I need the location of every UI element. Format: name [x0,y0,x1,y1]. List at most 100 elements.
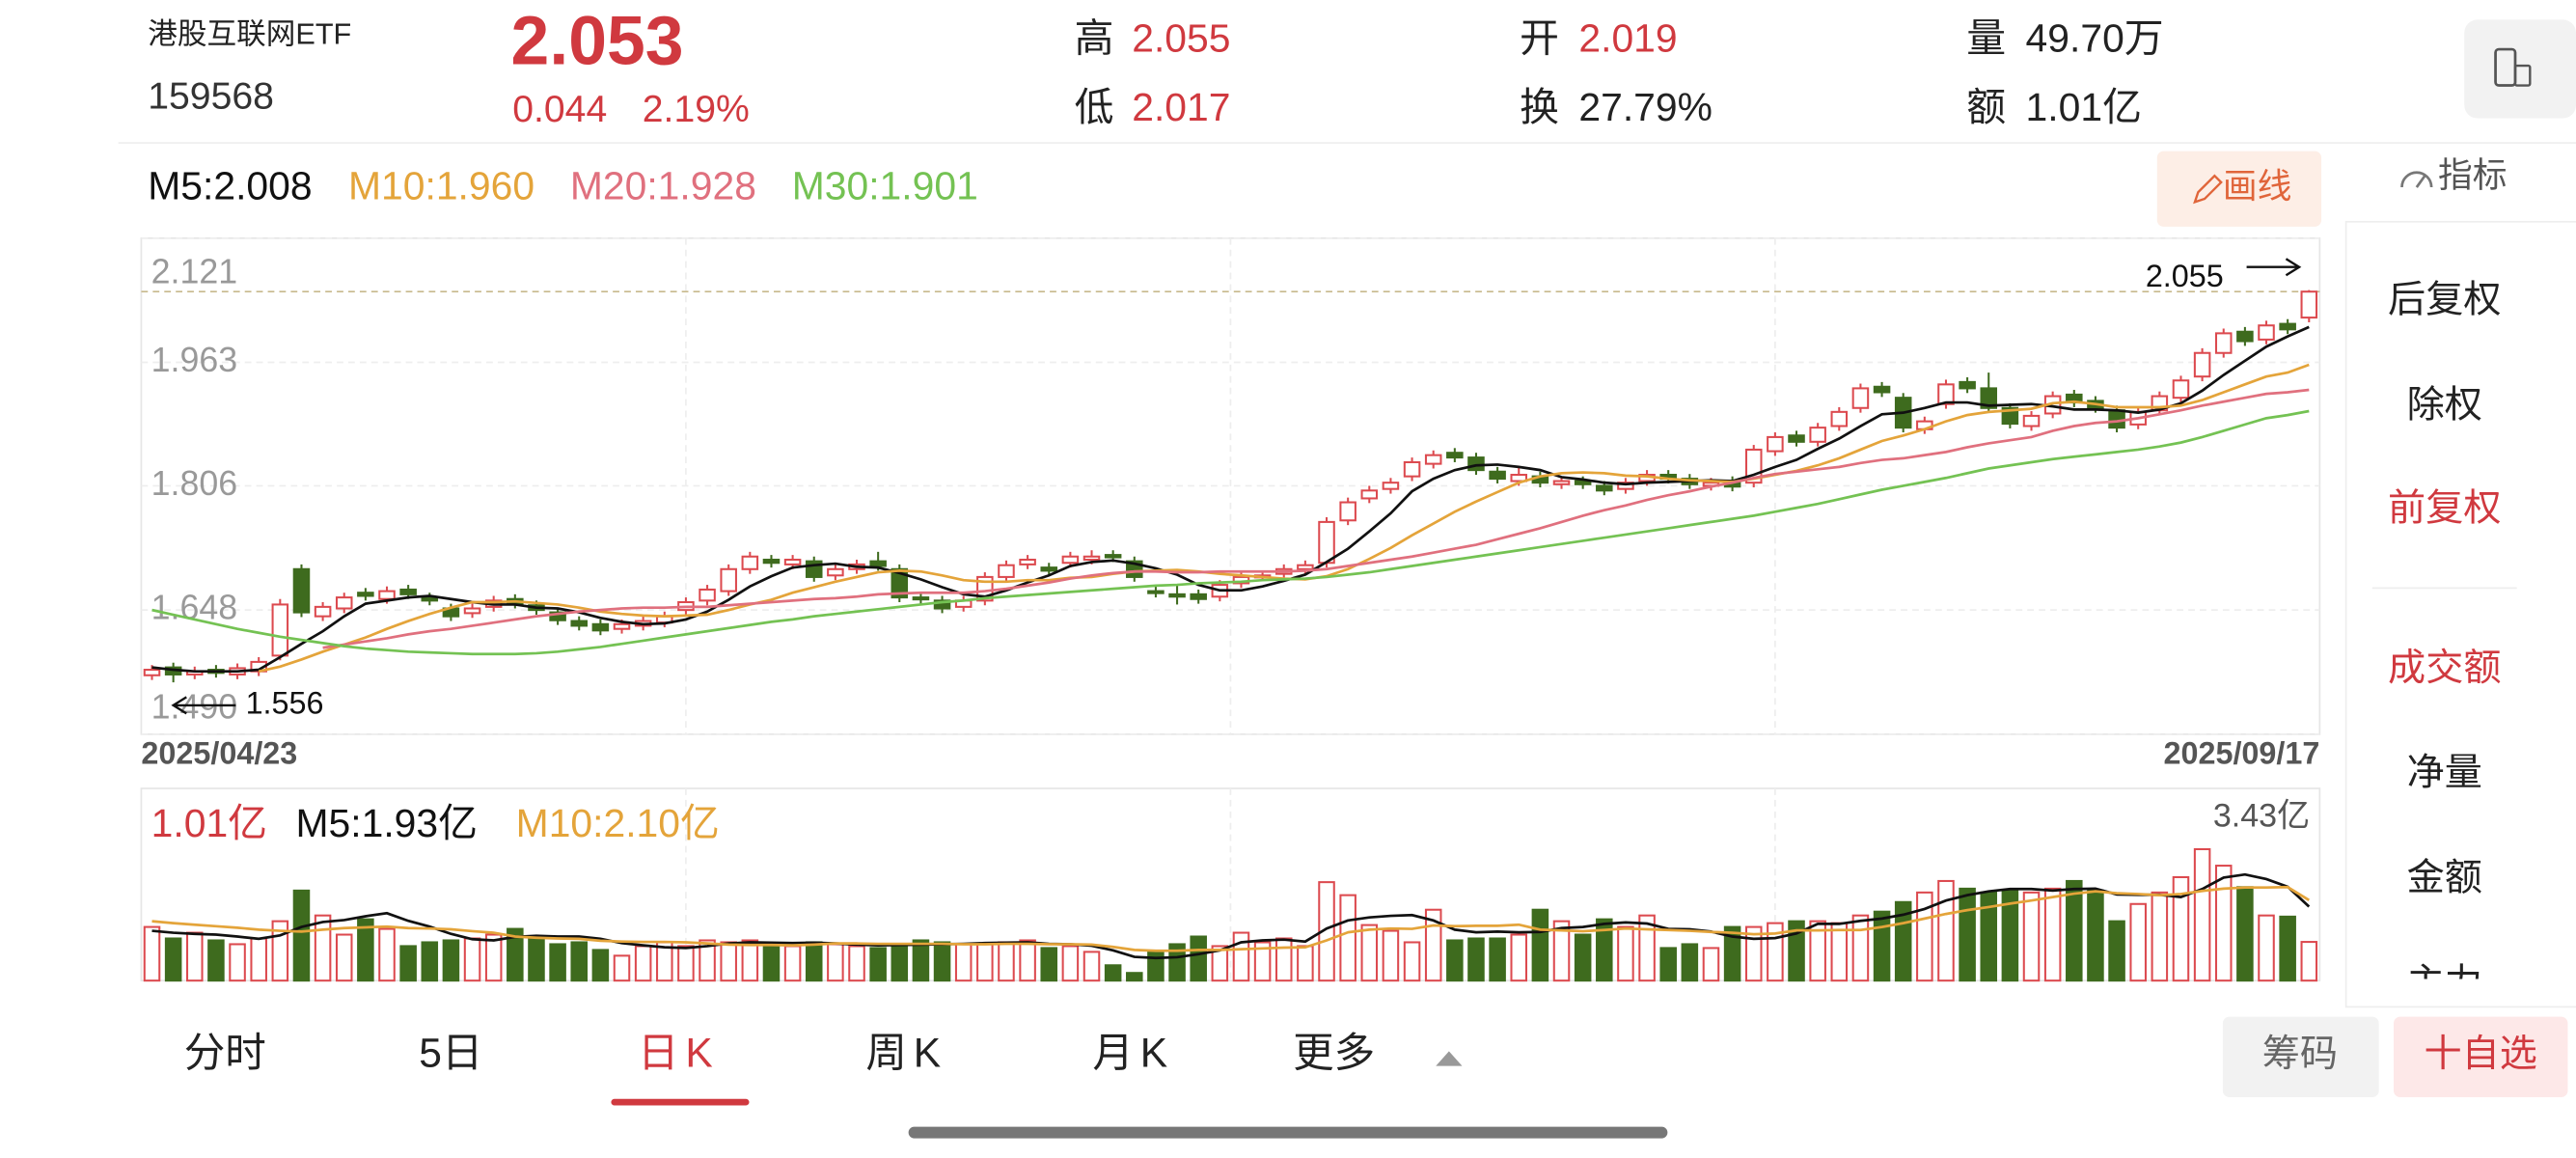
pencil-icon [2193,174,2223,205]
volume-bar [2108,920,2125,982]
volume-bar [1126,972,1143,982]
stat-label: 低 [1075,85,1114,129]
candle-body [2022,414,2041,427]
volume-bar [912,939,930,982]
button-label: 画线 [2223,167,2292,206]
volume-bar [528,935,545,982]
volume-bar [2043,887,2062,982]
candle-body [2279,322,2296,331]
volume-bar [891,943,909,982]
volume-bar [1937,879,1955,982]
volume-bar [1297,945,1314,982]
volume-bar [421,941,439,982]
candle-body [570,620,589,627]
low-arrow [171,696,236,715]
candle-body [1809,427,1826,443]
side-item[interactable]: 成交额 [2388,648,2501,689]
volume-bar [1082,951,1101,982]
candle-body [891,567,909,599]
indicator-button[interactable]: 指标 [2400,155,2507,194]
ma-legend: M30:1.901 [792,164,978,208]
volume-bar [1809,920,1826,982]
volume-bar [1318,881,1335,982]
tab[interactable]: 月K [1092,1031,1174,1077]
side-item[interactable]: 主力 [2407,963,2482,1005]
low-label: 1.556 [246,685,324,720]
candle-body [143,669,161,676]
candle-body [933,599,951,610]
candle-body [2193,351,2211,378]
tab[interactable]: 分时 [184,1031,266,1077]
volume-bar [2022,891,2041,982]
volume-bar [1489,937,1506,982]
stat-label: 量 [1966,15,2006,60]
stat-label: 换 [1520,85,1559,129]
button-label: 十自选 [2425,1034,2537,1075]
side-item[interactable]: 除权 [2407,384,2482,426]
candle-body [869,560,887,567]
volume-bar [827,943,844,982]
candle-body [1552,480,1571,485]
candle-body [783,558,802,565]
tab[interactable]: 周K [865,1031,947,1077]
tab-active[interactable]: 日K [638,1031,720,1077]
volume-bar [1744,925,1763,982]
ma-legend: M5:2.008 [148,164,312,208]
candle-body [1190,593,1207,600]
volume-bar [998,941,1015,982]
volume-bar [1596,918,1613,982]
volume-bar [848,945,865,982]
volume-bar [720,941,737,982]
volume-bar [1681,943,1699,982]
draw-line-button[interactable]: 画线 [2156,151,2322,227]
volume-bar [399,945,417,982]
tab-underline [611,1098,750,1106]
candle-body [1617,482,1634,490]
volume-bar [1702,947,1720,982]
candle-body [998,564,1015,578]
candle-body [1446,452,1464,459]
volume-bar [1830,922,1849,982]
volume-bar [442,939,460,982]
button-label: 指标 [2438,155,2507,194]
volume-bar [1040,947,1058,982]
volume-plot: 3.43亿 [143,788,2318,982]
volume-bar [2193,847,2211,982]
volume-bar [2258,914,2275,982]
ma-line [151,885,2311,952]
volume-bar [677,945,695,982]
volume-bar [207,939,225,982]
volume-bar [143,925,161,982]
stat-value: 2.019 [1578,15,1677,60]
orientation-button[interactable] [2464,19,2576,119]
candle-body [1424,454,1442,465]
y-tick-label: 1.490 [151,688,237,727]
volume-bar [1382,929,1400,982]
volume-bar [1531,908,1549,982]
chips-button[interactable]: 筹码 [2222,1016,2379,1098]
candle-body [549,611,566,621]
volume-bar [1959,887,1976,982]
candle-body [1873,385,1891,394]
volume-bar [164,937,182,982]
change-pct: 2.19% [643,89,750,130]
volume-bar [2066,879,2083,982]
volume-bar [2151,891,2169,982]
side-item[interactable]: 后复权 [2388,280,2501,321]
tab[interactable]: 5日 [419,1031,482,1077]
side-item[interactable]: 金额 [2407,858,2482,899]
high-label: 2.055 [2146,259,2224,293]
candle-body [421,596,439,602]
candle-body [1297,564,1314,570]
tab[interactable]: 更多 [1293,1031,1375,1077]
volume-bar [1360,924,1379,982]
volume-bar [1788,920,1805,982]
candle-body [1574,480,1592,485]
volume-bar [634,945,652,982]
side-item[interactable]: 前复权 [2388,488,2501,530]
price: 2.053 [511,3,684,80]
candle-body [2236,330,2254,343]
side-item[interactable]: 净量 [2407,753,2482,794]
stat-label: 高 [1075,15,1114,60]
watchlist-button[interactable]: 十自选 [2393,1016,2568,1098]
